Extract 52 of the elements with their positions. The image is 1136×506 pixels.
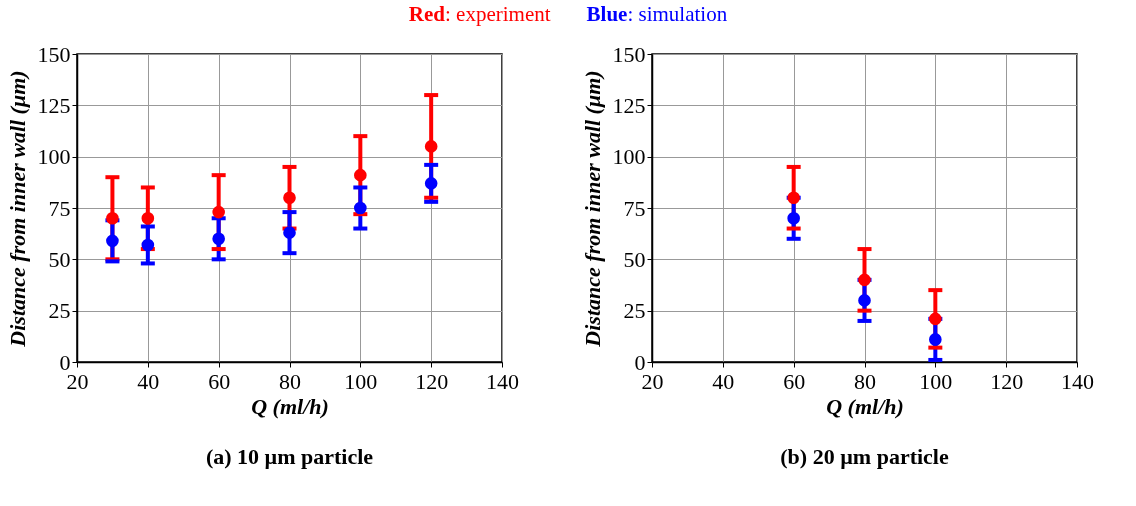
- x-tick-label: 140: [1061, 368, 1094, 394]
- y-axis-title: Distance from inner wall (μm): [579, 70, 605, 348]
- y-tick-label: 100: [37, 144, 71, 170]
- y-tick-label: 50: [48, 246, 71, 272]
- point: [141, 211, 155, 225]
- x-tick-label: 140: [486, 368, 519, 394]
- point: [141, 238, 155, 252]
- point: [106, 234, 119, 248]
- text: Red: experiment: [408, 2, 551, 26]
- y-tick-label: 150: [37, 41, 71, 67]
- y-tick-label: 25: [48, 298, 71, 324]
- point: [212, 205, 225, 219]
- text: Blue: simulation: [586, 2, 728, 26]
- x-axis-title: Q (ml/h): [826, 393, 904, 419]
- x-tick-label: 80: [279, 368, 301, 394]
- point: [858, 294, 871, 307]
- y-axis-title: Distance from inner wall (μm): [4, 70, 30, 348]
- x-tick-label: 120: [415, 368, 449, 394]
- point: [283, 226, 296, 239]
- x-tick-label: 40: [137, 368, 160, 394]
- x-tick-label: 100: [919, 368, 953, 394]
- text: (b) 20 µm particle: [780, 444, 949, 469]
- x-axis-title: Q (ml/h): [251, 393, 329, 419]
- point: [106, 211, 119, 225]
- x-tick-label: 60: [783, 368, 806, 394]
- point: [929, 312, 942, 326]
- y-tick-label: 50: [623, 246, 646, 272]
- point: [929, 333, 942, 346]
- point: [283, 191, 296, 205]
- y-tick-label: 125: [612, 92, 646, 118]
- x-tick-label: 60: [208, 368, 231, 394]
- y-tick-label: 0: [634, 349, 646, 375]
- y-tick-label: 25: [623, 298, 646, 324]
- x-tick-label: 80: [854, 368, 876, 394]
- y-tick-label: 75: [48, 195, 71, 221]
- y-tick-label: 0: [59, 349, 71, 375]
- point: [354, 168, 367, 182]
- y-tick-label: 150: [612, 41, 646, 67]
- x-tick-label: 100: [344, 368, 378, 394]
- x-tick-label: 120: [990, 368, 1024, 394]
- y-tick-label: 100: [612, 144, 646, 170]
- point: [858, 273, 871, 287]
- x-tick-label: 40: [712, 368, 735, 394]
- point: [787, 191, 800, 205]
- text: (a) 10 µm particle: [205, 444, 374, 469]
- point: [354, 201, 367, 215]
- point: [424, 140, 438, 153]
- point: [424, 177, 438, 190]
- point: [212, 232, 225, 246]
- y-tick-label: 75: [623, 195, 646, 221]
- point: [787, 211, 800, 225]
- y-tick-label: 125: [37, 92, 71, 118]
